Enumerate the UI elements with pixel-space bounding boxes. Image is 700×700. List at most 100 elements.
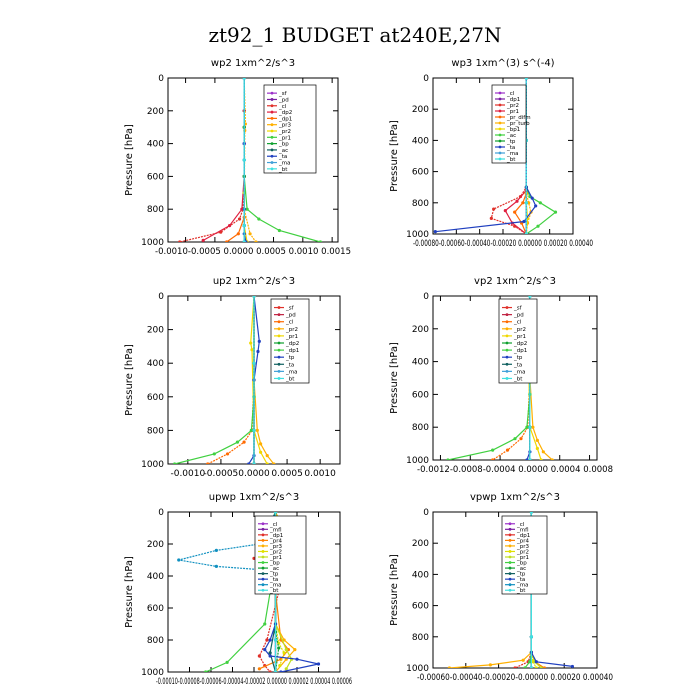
series-marker [265, 638, 269, 642]
series-line [250, 296, 268, 464]
legend: _cl_dp1_pr2_pr1_pr_difm_pr_turb_bp1_ac_t… [491, 84, 531, 164]
legend-label: _dp2 [285, 341, 299, 347]
series-marker [534, 660, 538, 664]
legend-label: _pr4 [516, 538, 530, 544]
series-marker [268, 651, 272, 655]
series-marker [173, 462, 177, 464]
series-marker [178, 240, 182, 242]
legend-marker [270, 161, 274, 164]
series-marker [535, 446, 539, 451]
legend-marker [508, 533, 512, 537]
legend-marker [261, 538, 265, 542]
legend-label: _pr2 [516, 549, 529, 555]
legend-label: _tp [269, 572, 279, 578]
legend-marker [270, 135, 274, 139]
legend: _sf_pd_cl_dp2_dp1_pr3_pr2_pr1_bp_ac_ta_m… [263, 84, 317, 174]
series-marker [295, 657, 299, 661]
series-marker [525, 458, 529, 460]
legend-marker [498, 121, 502, 125]
legend-label: _bp [269, 561, 280, 567]
legend-marker [505, 320, 509, 324]
series-marker [247, 462, 251, 464]
legend-marker [508, 538, 512, 542]
legend-label: _bp1 [506, 127, 520, 133]
series-line [207, 296, 255, 464]
legend-label: _pr1 [269, 555, 282, 561]
series-marker [316, 662, 321, 666]
series-marker [523, 666, 527, 668]
series-line [243, 78, 257, 242]
legend-marker [277, 362, 281, 366]
legend-label: _pd [285, 313, 296, 319]
legend-label: _ta [278, 154, 287, 160]
series-marker [240, 207, 244, 211]
legend-marker [270, 148, 274, 152]
series-marker [433, 230, 437, 234]
series-marker [257, 654, 261, 658]
legend-label: _mfl [516, 527, 529, 533]
series-marker [524, 201, 528, 205]
series-marker [227, 224, 232, 228]
series-marker [237, 217, 242, 221]
series-marker [505, 448, 510, 452]
plot-frame [167, 511, 341, 673]
series-marker [263, 648, 267, 652]
legend-marker [277, 348, 281, 352]
legend-label: _pr2 [513, 327, 526, 333]
legend-marker [508, 577, 512, 581]
legend-marker [261, 555, 265, 559]
series-marker [524, 232, 528, 234]
legend-marker [270, 154, 274, 158]
legend-marker [498, 139, 502, 143]
series-line [179, 78, 245, 242]
legend-label: _bp [516, 561, 527, 567]
series-marker [534, 666, 538, 668]
legend-label: _ma [513, 369, 525, 375]
legend-marker [277, 327, 281, 331]
legend-marker [261, 550, 265, 553]
legend-label: _bt [516, 588, 526, 594]
series-marker [528, 296, 532, 298]
legend-marker [498, 133, 502, 137]
series-marker [491, 448, 495, 452]
series-marker [259, 450, 263, 454]
panel-title: up2 1xm^2/s^3 [213, 276, 295, 287]
y-tick-label: 400 [147, 140, 164, 150]
legend-marker [270, 110, 274, 114]
y-tick-label: 0 [158, 292, 164, 302]
y-tick-label: 400 [412, 136, 429, 146]
series-marker [524, 78, 528, 80]
y-tick-label: 400 [147, 359, 164, 369]
series-marker [522, 219, 526, 224]
series-marker [539, 458, 543, 460]
x-tick-labels: -0.00060-0.00040-0.00020-0.00000 0.00020… [417, 673, 613, 683]
legend-marker [261, 544, 265, 548]
series-marker [256, 349, 260, 354]
y-axis-label: Pressure [hPa] [124, 344, 135, 416]
legend-label: _ta [506, 145, 515, 151]
series-marker [521, 658, 525, 662]
series-group [173, 296, 276, 464]
legend-label: _pr2 [269, 549, 282, 555]
series-marker [542, 666, 547, 668]
plot-frame [432, 295, 598, 461]
legend-marker [270, 98, 274, 101]
series-marker [519, 437, 523, 441]
series-marker [212, 452, 216, 456]
series-marker [528, 458, 532, 460]
legend-label: _sf [278, 91, 288, 97]
legend-marker [277, 341, 281, 345]
x-tick-label: 0.0005 [271, 469, 303, 479]
y-tick-label: 600 [147, 172, 164, 182]
series-marker [265, 462, 269, 464]
legend-label: _pr1 [285, 334, 298, 340]
y-axis-label: Pressure [hPa] [124, 556, 135, 628]
series-marker [254, 240, 258, 242]
series-marker [503, 209, 507, 213]
legend-marker [498, 97, 502, 101]
series-marker [268, 654, 272, 658]
legend: _cl_mfl_dp1_pr4_pr3_pr2_pr1_bp_ac_tp_ta_… [501, 515, 548, 595]
series-marker [447, 666, 451, 668]
series-marker [257, 667, 261, 671]
